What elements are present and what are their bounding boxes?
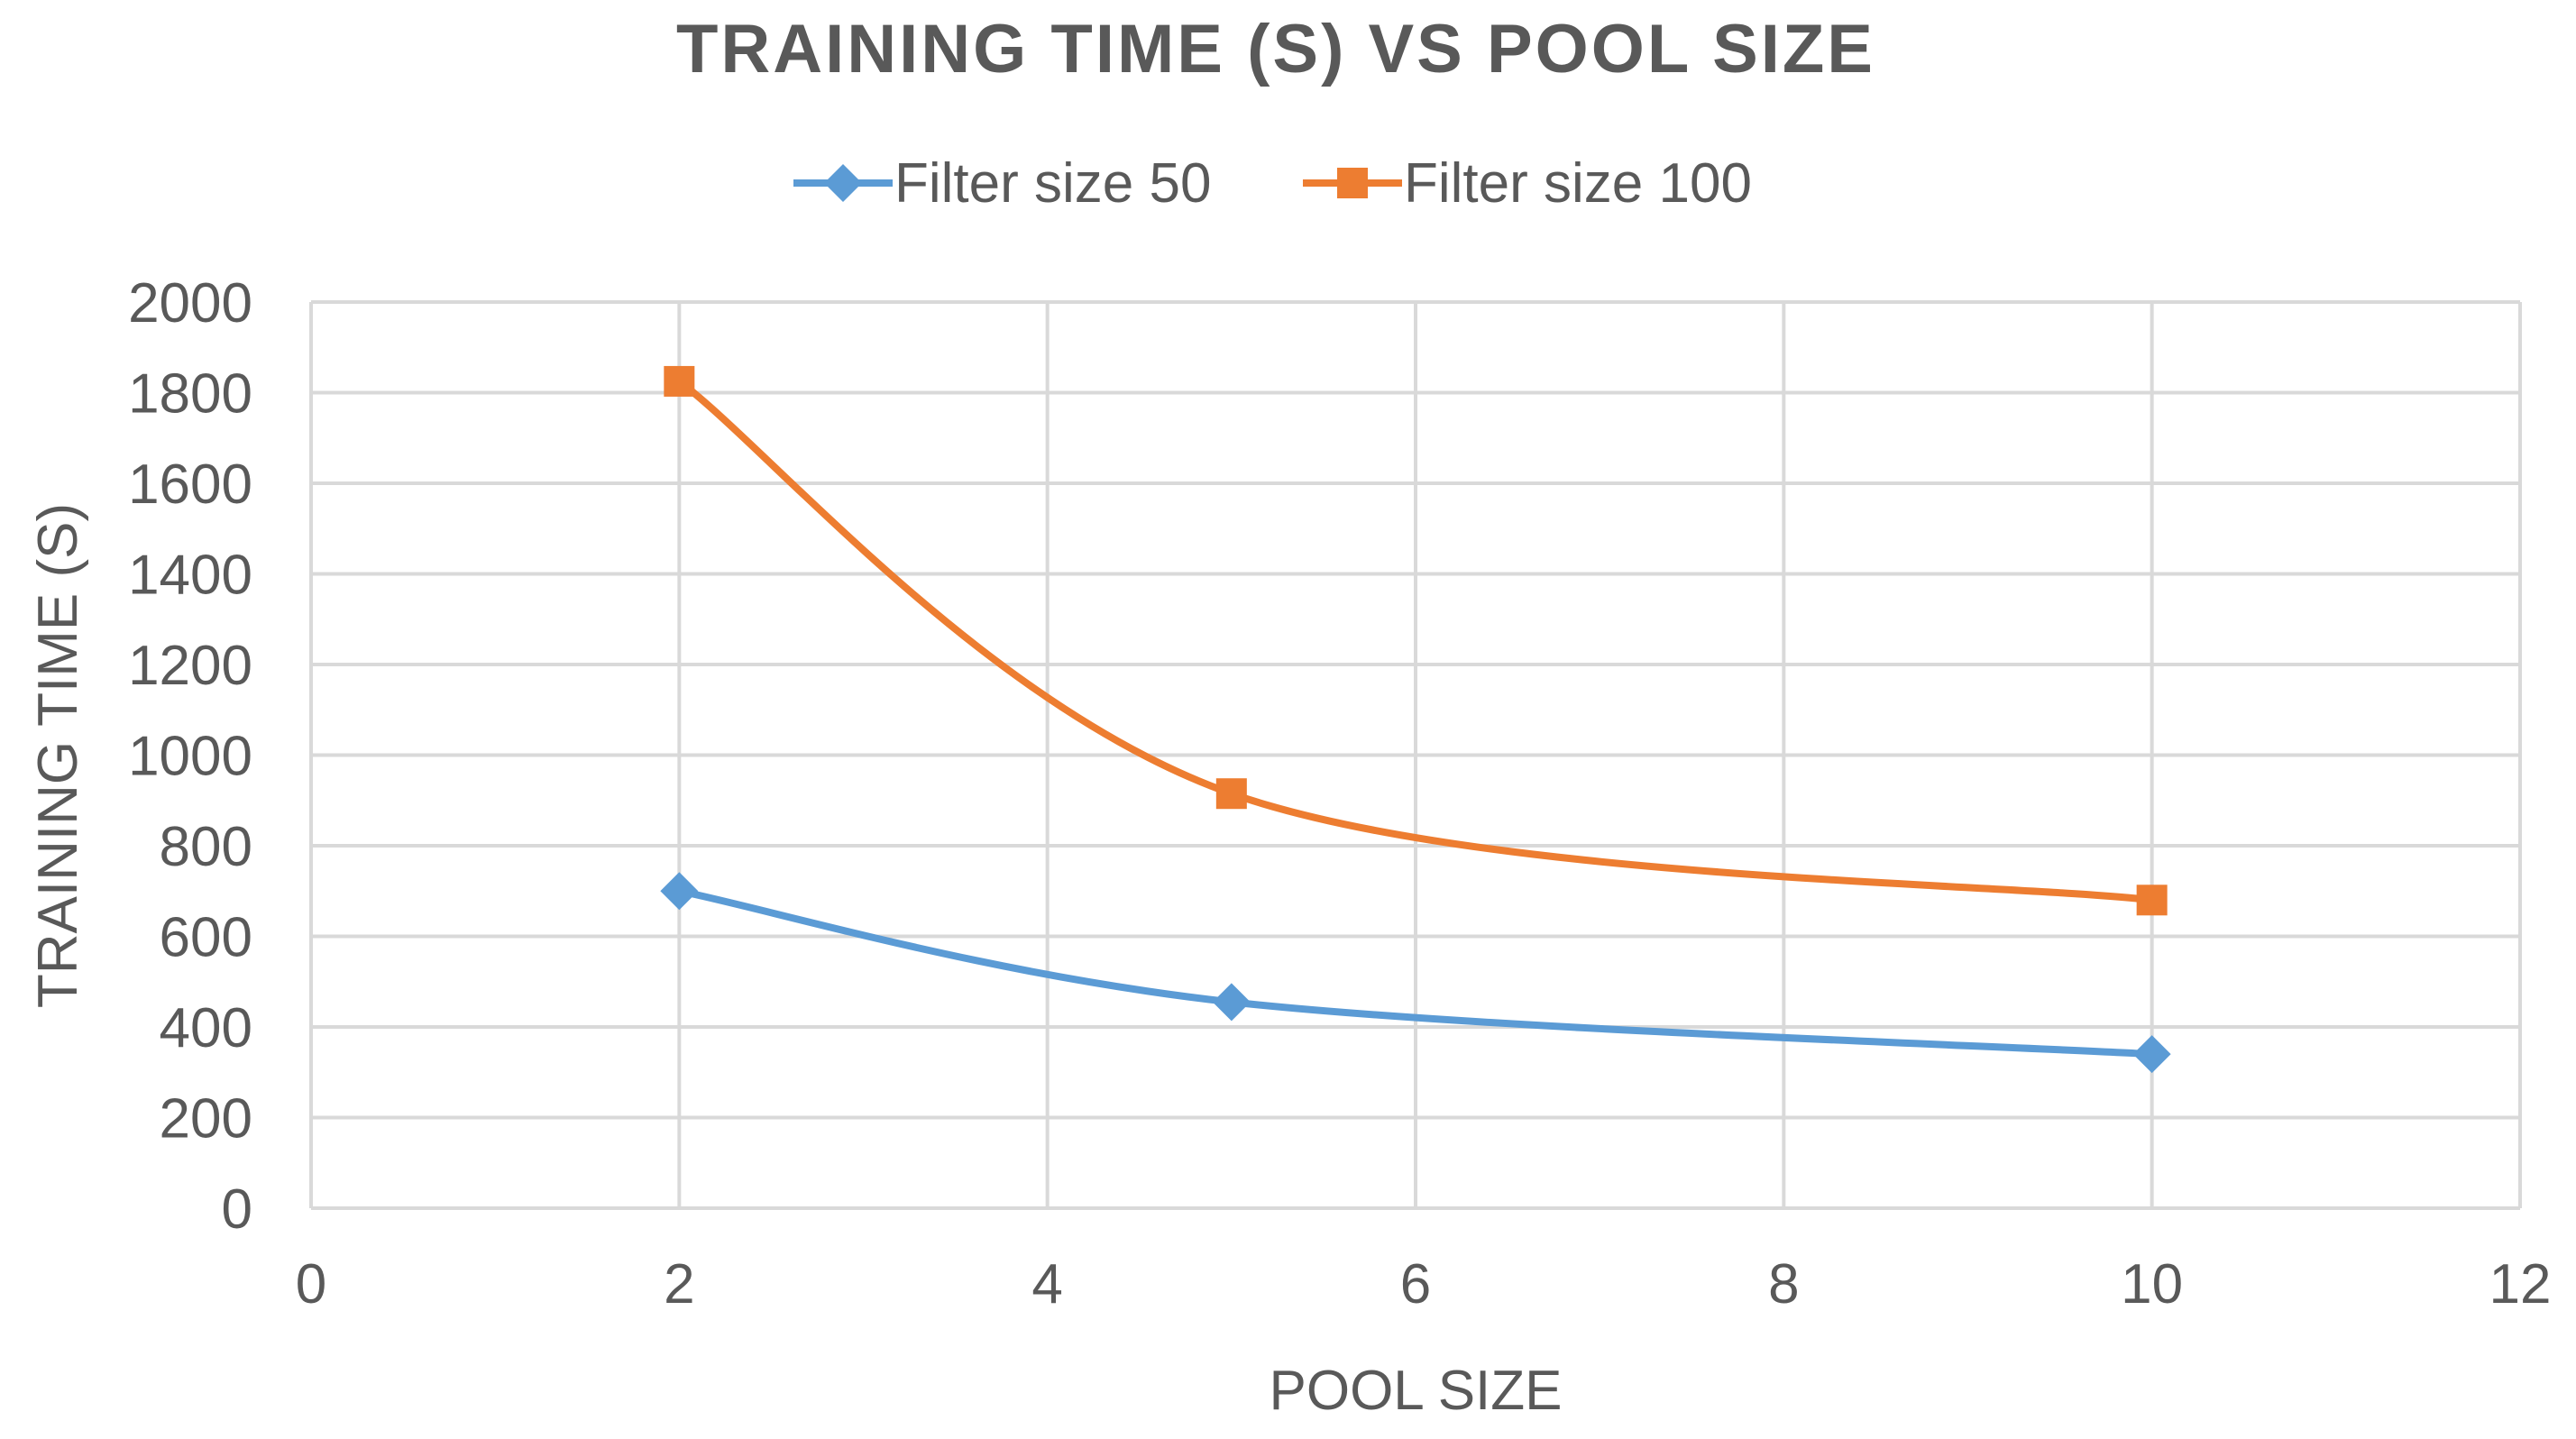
legend-item-1: Filter size 50 xyxy=(793,152,1211,215)
data-point-1-1 xyxy=(660,872,699,911)
series-lines xyxy=(675,377,2156,1059)
y-tick-label: 600 xyxy=(160,907,252,969)
series-line-1 xyxy=(675,887,2156,1059)
x-tick-label: 12 xyxy=(2489,1253,2552,1315)
y-axis-tick-labels: 0 200 400 600 800 1000 1200 1400 1600 1800 2000 xyxy=(128,272,252,1241)
data-point-2-1 xyxy=(664,365,695,397)
x-tick-label: 6 xyxy=(1400,1253,1431,1315)
series-line-2 xyxy=(675,377,2156,904)
x-tick-label: 2 xyxy=(664,1253,694,1315)
legend-item-2: Filter size 100 xyxy=(1303,152,1752,215)
y-tick-label: 800 xyxy=(160,816,252,878)
data-point-1-3 xyxy=(2132,1035,2171,1074)
legend-marker-2 xyxy=(1337,168,1368,198)
plot-area: 0 2 4 6 8 10 12 0 200 400 600 800 1000 1200 1400 1600 1… xyxy=(128,272,2551,1315)
y-tick-label: 2000 xyxy=(128,272,252,335)
y-tick-label: 1800 xyxy=(128,363,252,426)
y-tick-label: 200 xyxy=(160,1088,252,1150)
y-tick-label: 400 xyxy=(160,997,252,1059)
x-tick-label: 8 xyxy=(1768,1253,1799,1315)
chart-title: TRAINING TIME (S) VS POOL SIZE xyxy=(676,11,1875,87)
data-point-1-2 xyxy=(1212,983,1251,1022)
legend-marker-1 xyxy=(824,164,862,202)
y-tick-label: 1400 xyxy=(128,545,252,607)
x-tick-label: 10 xyxy=(2121,1253,2183,1315)
y-tick-label: 0 xyxy=(222,1178,252,1241)
y-tick-label: 1000 xyxy=(128,726,252,788)
legend-label-1: Filter size 50 xyxy=(894,152,1211,215)
y-tick-label: 1600 xyxy=(128,454,252,516)
x-tick-label: 4 xyxy=(1031,1253,1062,1315)
y-axis-title: TRAINING TIME (S) xyxy=(27,503,89,1008)
series-markers xyxy=(660,365,2171,1074)
x-axis-title: POOL SIZE xyxy=(1269,1360,1562,1422)
legend-label-2: Filter size 100 xyxy=(1404,152,1752,215)
y-tick-label: 1200 xyxy=(128,635,252,697)
x-axis-tick-labels: 0 2 4 6 8 10 12 xyxy=(296,1253,2552,1315)
legend: Filter size 50 Filter size 100 xyxy=(793,152,1752,215)
data-point-2-3 xyxy=(2136,884,2168,916)
x-tick-label: 0 xyxy=(296,1253,326,1315)
data-point-2-2 xyxy=(1215,778,1247,810)
